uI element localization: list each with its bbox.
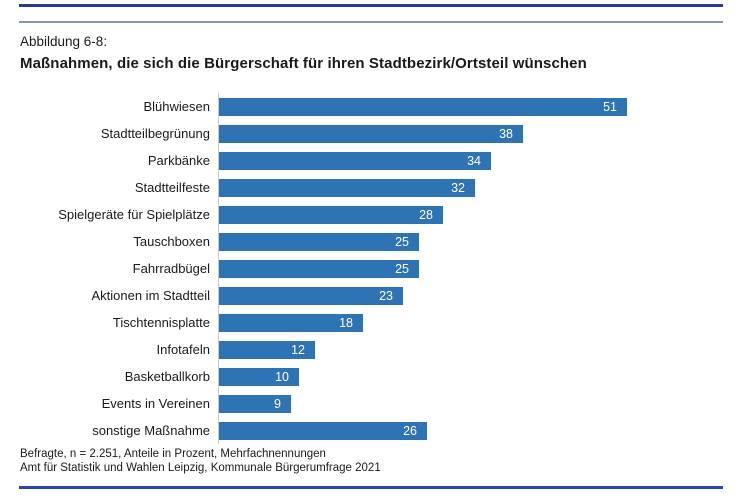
bar-chart: Blühwiesen 51 Stadtteilbegrünung 38 Parkbänk… [0, 93, 744, 445]
footnote-source: Amt für Statistik und Wahlen Leipzig, Ko… [20, 461, 381, 474]
bottom-rule [19, 486, 723, 489]
chart-row: Events in Vereinen 9 [0, 395, 744, 414]
bar-value-label: 28 [419, 208, 433, 223]
bar: 32 [219, 179, 475, 198]
category-label: Blühwiesen [143, 99, 211, 115]
bar: 38 [219, 125, 523, 144]
chart-row: Stadtteilfeste 32 [0, 179, 744, 198]
chart-row: Fahrradbügel 25 [0, 260, 744, 279]
figure-title: Maßnahmen, die sich die Bürgerschaft für… [20, 55, 587, 73]
plot-cell: 28 [219, 206, 744, 225]
bar-value-label: 12 [291, 343, 305, 358]
category-label: sonstige Maßnahme [92, 423, 210, 439]
bar-value-label: 9 [274, 397, 281, 412]
plot-cell: 25 [219, 233, 744, 252]
category-label: Stadtteilbegrünung [100, 126, 210, 142]
bar-value-label: 10 [275, 370, 289, 385]
category-label: Spielgeräte für Spielplätze [58, 207, 210, 223]
plot-cell: 38 [219, 125, 744, 144]
bar: 18 [219, 314, 363, 333]
bar-value-label: 25 [395, 262, 409, 277]
plot-cell: 23 [219, 287, 744, 306]
chart-row: Tauschboxen 25 [0, 233, 744, 252]
bar: 34 [219, 152, 491, 171]
bar-value-label: 32 [451, 181, 465, 196]
category-label: Tauschboxen [133, 234, 210, 250]
chart-row: Spielgeräte für Spielplätze 28 [0, 206, 744, 225]
category-label: Aktionen im Stadtteil [91, 288, 210, 304]
category-label: Fahrradbügel [132, 261, 210, 277]
plot-cell: 26 [219, 422, 744, 441]
plot-cell: 25 [219, 260, 744, 279]
bar: 28 [219, 206, 443, 225]
bar-value-label: 51 [603, 100, 617, 115]
bar: 25 [219, 233, 419, 252]
bar-value-label: 26 [403, 424, 417, 439]
chart-row: Blühwiesen 51 [0, 98, 744, 117]
plot-cell: 51 [219, 98, 744, 117]
chart-row: Infotafeln 12 [0, 341, 744, 360]
category-label: Parkbänke [147, 153, 210, 169]
bar: 51 [219, 98, 627, 117]
y-axis-line [218, 93, 219, 445]
bar-chart-rows: Blühwiesen 51 Stadtteilbegrünung 38 Parkbänk… [0, 98, 744, 441]
plot-cell: 10 [219, 368, 744, 387]
top-rule [19, 4, 723, 7]
bar: 23 [219, 287, 403, 306]
figure-number-label: Abbildung 6-8: [20, 34, 108, 49]
bar-value-label: 38 [499, 127, 513, 142]
chart-row: Tischtennisplatte 18 [0, 314, 744, 333]
plot-cell: 32 [219, 179, 744, 198]
chart-row: Stadtteilbegrünung 38 [0, 125, 744, 144]
sub-rule [19, 21, 723, 23]
category-label: Stadtteilfeste [134, 180, 210, 196]
bar: 12 [219, 341, 315, 360]
category-label: Infotafeln [156, 342, 211, 358]
chart-row: Aktionen im Stadtteil 23 [0, 287, 744, 306]
footnotes: Befragte, n = 2.251, Anteile in Prozent,… [20, 448, 724, 475]
plot-cell: 18 [219, 314, 744, 333]
chart-row: Basketballkorb 10 [0, 368, 744, 387]
category-label: Tischtennisplatte [112, 315, 210, 331]
plot-cell: 34 [219, 152, 744, 171]
bar: 26 [219, 422, 427, 441]
bar: 9 [219, 395, 291, 414]
bar-value-label: 23 [379, 289, 393, 304]
category-label: Events in Vereinen [101, 396, 210, 412]
bar-value-label: 34 [467, 154, 481, 169]
chart-row: sonstige Maßnahme 26 [0, 422, 744, 441]
bar-value-label: 18 [339, 316, 353, 331]
footnote-sample-info: Befragte, n = 2.251, Anteile in Prozent,… [20, 448, 326, 461]
plot-cell: 12 [219, 341, 744, 360]
category-label: Basketballkorb [124, 369, 210, 385]
chart-row: Parkbänke 34 [0, 152, 744, 171]
bar-value-label: 25 [395, 235, 409, 250]
bar: 25 [219, 260, 419, 279]
bar: 10 [219, 368, 299, 387]
plot-cell: 9 [219, 395, 744, 414]
